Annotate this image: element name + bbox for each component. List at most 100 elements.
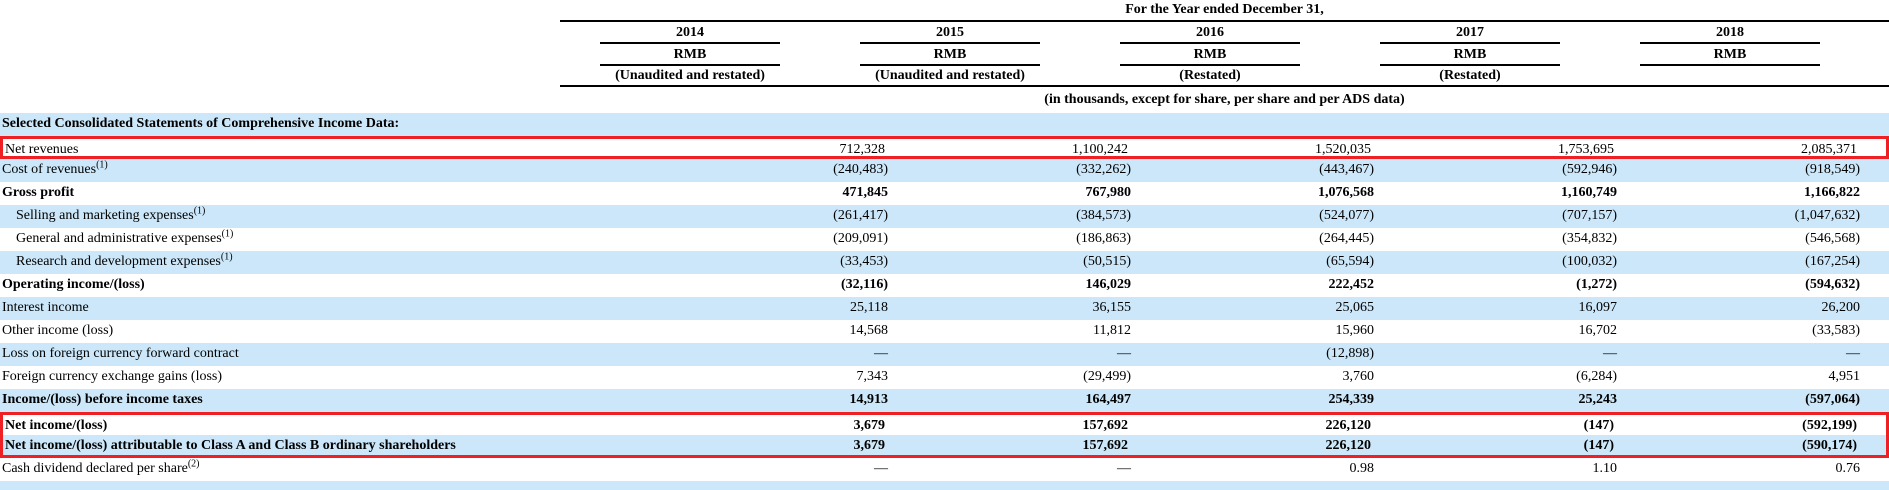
year-label: 2018 [1640, 23, 1820, 44]
table-row: Operating income/(loss) (32,116) 146,029 22… [0, 274, 1889, 297]
footnote-ref: (1) [96, 159, 108, 171]
cell-value: (264,445) [1319, 231, 1374, 246]
restatement-note [1600, 66, 1860, 85]
partial-bottom-row [0, 481, 1889, 490]
row-label: Cost of revenues(1) [2, 159, 108, 177]
table-row: Other income (loss) 14,568 11,812 15,960 16,… [0, 320, 1889, 343]
cell-value: (524,077) [1319, 208, 1374, 223]
row-label: Foreign currency exchange gains (loss) [2, 369, 223, 384]
units-note: (in thousands, except for share, per sha… [1044, 92, 1405, 107]
cell-value: (147) [1583, 418, 1614, 433]
cell-value: 25,243 [1578, 392, 1618, 407]
cell-value: 2,085,371 [1801, 142, 1857, 157]
cell-value: 0.76 [1835, 461, 1861, 476]
cell-value: (209,091) [833, 231, 888, 246]
table-row: Net revenues 712,328 1,100,242 1,520,035 1,7… [0, 136, 1889, 159]
cell-pad [1860, 297, 1889, 320]
table-row: Gross profit 471,845 767,980 1,076,568 1,160… [0, 182, 1889, 205]
table-row: Net income/(loss) 3,679 157,692 226,120 (147… [0, 412, 1889, 435]
year-row: 2014 2015 2016 2017 2018 [560, 22, 1889, 44]
table-body: Selected Consolidated Statements of Comp… [0, 113, 1889, 490]
restatement-note: (Restated) [1439, 68, 1501, 83]
table-row: Selling and marketing expenses(1) (261,41… [0, 205, 1889, 228]
cell-value: 712,328 [839, 142, 886, 157]
cell-value: (384,573) [1076, 208, 1131, 223]
row-label: Loss on foreign currency forward contrac… [2, 346, 239, 361]
cell-value: (332,262) [1076, 162, 1131, 177]
currency-label: RMB [1380, 45, 1560, 66]
cell-pad [1857, 415, 1886, 435]
restatement-note: (Unaudited and restated) [875, 68, 1025, 83]
cell-value: (590,174) [1802, 438, 1857, 453]
cell-pad [1860, 389, 1889, 412]
table-row: Net income/(loss) attributable to Class … [0, 435, 1889, 458]
footnote-ref: (2) [187, 458, 200, 470]
year-col-2014: 2014 [560, 22, 820, 44]
currency-col: RMB [1080, 44, 1340, 66]
table-row: Research and development expenses(1) (33,… [0, 251, 1889, 274]
row-label: Operating income/(loss) [2, 277, 145, 292]
year-col-2017: 2017 [1340, 22, 1600, 44]
cell-value: — [1603, 346, 1617, 361]
cell-pad [1857, 139, 1886, 156]
section-title: Selected Consolidated Statements of Comp… [2, 116, 400, 131]
cell-value: 25,118 [850, 300, 888, 315]
cell-value: 11,812 [1093, 323, 1131, 338]
cell-value: 1,076,568 [1318, 185, 1374, 200]
cell-value: (594,632) [1805, 277, 1860, 292]
cell-pad [1857, 435, 1886, 455]
cell-value: 36,155 [1092, 300, 1132, 315]
table-header: For the Year ended December 31, 2014 201… [560, 0, 1889, 113]
cell-value: 1,160,749 [1561, 185, 1617, 200]
row-label: Income/(loss) before income taxes [2, 392, 203, 407]
cell-value: (65,594) [1326, 254, 1374, 269]
cell-pad [1860, 251, 1889, 274]
cell-value: 16,097 [1578, 300, 1618, 315]
cell-value: 4,951 [1828, 369, 1861, 384]
cell-value: (546,568) [1805, 231, 1860, 246]
year-label: 2014 [600, 23, 780, 44]
cell-value: (592,946) [1562, 162, 1617, 177]
cell-value: 767,980 [1085, 185, 1132, 200]
year-col-2016: 2016 [1080, 22, 1340, 44]
restatement-note-row: (Unaudited and restated) (Unaudited and … [560, 66, 1889, 87]
cell-pad [1860, 343, 1889, 366]
cell-value: 16,702 [1578, 323, 1618, 338]
cell-value: (33,453) [840, 254, 888, 269]
restatement-note: (Unaudited and restated) [615, 68, 765, 83]
currency-col: RMB [1600, 44, 1860, 66]
currency-col: RMB [1340, 44, 1600, 66]
footnote-ref: (1) [220, 251, 233, 263]
cell-value: (167,254) [1805, 254, 1860, 269]
cell-value: 14,913 [849, 392, 889, 407]
cell-value: (1,272) [1576, 277, 1617, 292]
footnote-ref: (1) [221, 228, 234, 240]
table-row: Foreign currency exchange gains (loss) 7,… [0, 366, 1889, 389]
year-col-2018: 2018 [1600, 22, 1860, 44]
cell-value: — [1846, 346, 1860, 361]
cell-value: (592,199) [1802, 418, 1857, 433]
cell-value: (354,832) [1562, 231, 1617, 246]
cell-value: (147) [1583, 438, 1614, 453]
cell-value: 222,452 [1328, 277, 1375, 292]
cell-value: 1,100,242 [1072, 142, 1128, 157]
cell-value: (443,467) [1319, 162, 1374, 177]
cell-value: — [874, 346, 888, 361]
cell-pad [1860, 205, 1889, 228]
cell-value: (1,047,632) [1794, 208, 1860, 223]
cell-value: 157,692 [1082, 418, 1129, 433]
cell-value: 254,339 [1328, 392, 1375, 407]
table-row: Income/(loss) before income taxes 14,913 1… [0, 389, 1889, 412]
cell-value: 226,120 [1325, 438, 1372, 453]
row-label: Net revenues [5, 142, 79, 156]
footnote-ref: (1) [193, 205, 206, 217]
cell-value: 226,120 [1325, 418, 1372, 433]
cell-value: (240,483) [833, 162, 888, 177]
table-rows: Net revenues 712,328 1,100,242 1,520,035 1,7… [0, 136, 1889, 481]
cell-value: (12,898) [1326, 346, 1374, 361]
cell-value: (707,157) [1562, 208, 1617, 223]
currency-col: RMB [820, 44, 1080, 66]
table-row: Cost of revenues(1) (240,483) (332,262) (44… [0, 159, 1889, 182]
cell-value: 25,065 [1335, 300, 1375, 315]
cell-value: 1,520,035 [1315, 142, 1371, 157]
